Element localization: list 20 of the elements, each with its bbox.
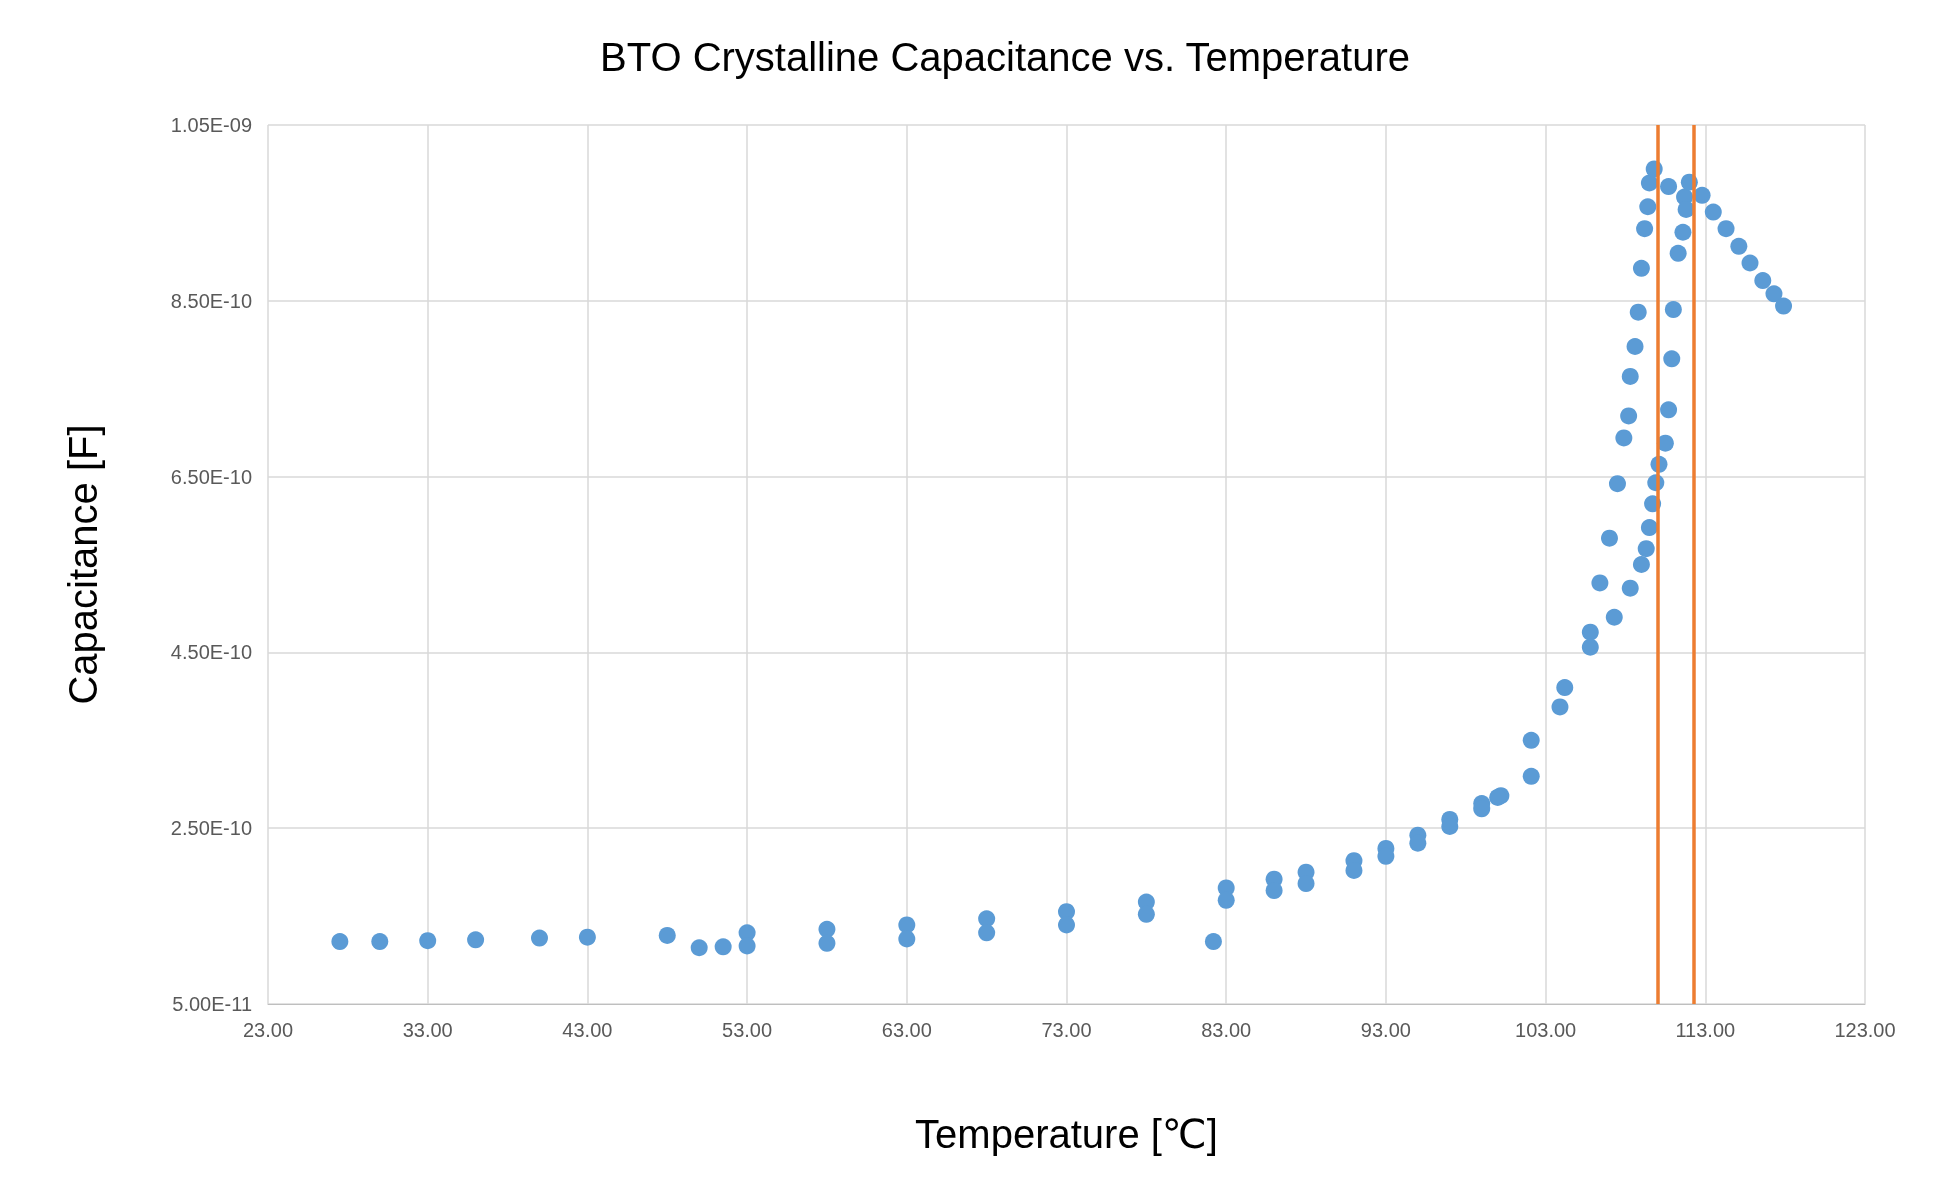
- y-axis-title: Capacitance [F]: [61, 424, 105, 705]
- x-tick-label: 103.00: [1515, 1019, 1577, 1041]
- y-tick-label: 5.00E-11: [172, 993, 252, 1015]
- x-tick-label: 33.00: [402, 1019, 453, 1041]
- x-tick-label: 63.00: [881, 1019, 932, 1041]
- y-tick-label: 6.50E-10: [170, 465, 252, 488]
- y-tick-label: 4.50E-10: [170, 641, 252, 664]
- x-tick-label: 93.00: [1360, 1019, 1411, 1041]
- y-tick-label: 8.50E-10: [170, 289, 252, 312]
- x-tick-label: 53.00: [722, 1019, 773, 1041]
- x-tick-label: 43.00: [562, 1019, 613, 1041]
- chart-title: BTO Crystalline Capacitance vs. Temperature: [600, 35, 1410, 79]
- x-tick-label: 23.00: [242, 1019, 294, 1041]
- x-tick-label: 123.00: [1834, 1019, 1896, 1041]
- y-tick-label: 2.50E-10: [170, 817, 252, 840]
- x-tick-label: 113.00: [1675, 1019, 1736, 1041]
- y-tick-label: 1.05E-09: [170, 114, 252, 136]
- x-tick-label: 73.00: [1041, 1019, 1092, 1041]
- x-tick-label: 83.00: [1201, 1019, 1252, 1041]
- x-axis-title: Temperature [℃]: [915, 1112, 1218, 1156]
